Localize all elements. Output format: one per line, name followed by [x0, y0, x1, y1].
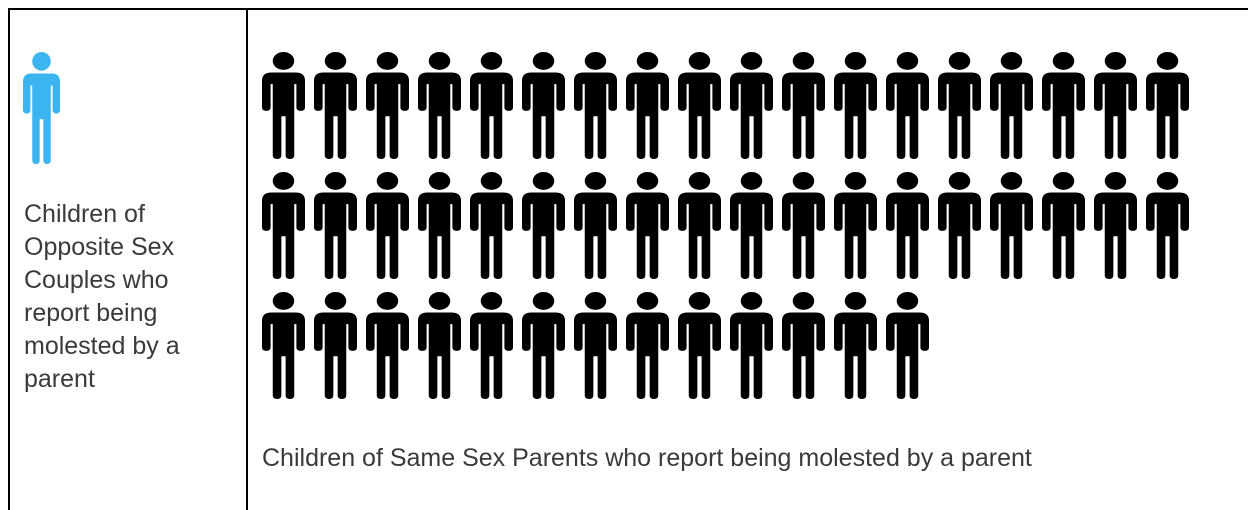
same-sex-person-icon — [470, 52, 513, 159]
table-border-top — [8, 8, 1248, 10]
same-sex-person-icon — [730, 292, 773, 399]
same-sex-person-icon — [626, 292, 669, 399]
same-sex-person-icon — [938, 172, 981, 279]
same-sex-person-icon — [782, 172, 825, 279]
same-sex-person-icon — [990, 52, 1033, 159]
same-sex-person-icon — [678, 172, 721, 279]
same-sex-person-icon — [834, 52, 877, 159]
same-sex-person-icon — [1146, 172, 1189, 279]
same-sex-person-icon — [314, 292, 357, 399]
same-sex-person-icon — [366, 172, 409, 279]
same-sex-person-icon — [262, 172, 305, 279]
same-sex-person-icon — [366, 52, 409, 159]
same-sex-person-icon — [1146, 52, 1189, 159]
opposite-sex-cell: Children of Opposite Sex Couples who rep… — [10, 10, 246, 510]
opposite-sex-label: Children of Opposite Sex Couples who rep… — [24, 200, 180, 393]
same-sex-person-icon — [886, 52, 929, 159]
same-sex-person-icon — [522, 292, 565, 399]
same-sex-person-icon — [574, 52, 617, 159]
same-sex-person-icon — [938, 52, 981, 159]
same-sex-person-icon — [418, 292, 461, 399]
same-sex-person-icon — [314, 172, 357, 279]
same-sex-person-icon — [470, 292, 513, 399]
same-sex-person-icon — [678, 52, 721, 159]
same-sex-person-icon — [574, 172, 617, 279]
table-border-left — [8, 8, 10, 510]
same-sex-label: Children of Same Sex Parents who report … — [262, 444, 1032, 472]
same-sex-person-icon — [1042, 52, 1085, 159]
same-sex-person-icon — [1094, 52, 1137, 159]
same-sex-person-icon — [574, 292, 617, 399]
same-sex-person-icon — [834, 172, 877, 279]
same-sex-person-icon — [834, 292, 877, 399]
same-sex-person-icon — [782, 292, 825, 399]
same-sex-person-icon — [1042, 172, 1085, 279]
same-sex-person-icon — [730, 52, 773, 159]
same-sex-person-icon — [1094, 172, 1137, 279]
same-sex-person-icon — [366, 292, 409, 399]
same-sex-person-icon — [990, 172, 1033, 279]
same-sex-person-icon — [678, 292, 721, 399]
same-sex-person-icon — [886, 292, 929, 399]
same-sex-person-icon — [522, 172, 565, 279]
same-sex-person-icon — [262, 52, 305, 159]
same-sex-person-icon — [626, 52, 669, 159]
same-sex-person-icon — [782, 52, 825, 159]
same-sex-person-icon — [314, 52, 357, 159]
same-sex-person-icon — [626, 172, 669, 279]
opposite-sex-pictogram — [23, 52, 60, 164]
same-sex-pictogram-grid — [262, 52, 1189, 399]
same-sex-person-icon — [730, 172, 773, 279]
table-border-divider — [246, 8, 248, 510]
same-sex-person-icon — [418, 52, 461, 159]
same-sex-cell: Children of Same Sex Parents who report … — [248, 10, 1248, 510]
same-sex-person-icon — [418, 172, 461, 279]
same-sex-person-icon — [262, 292, 305, 399]
same-sex-person-icon — [470, 172, 513, 279]
same-sex-person-icon — [886, 172, 929, 279]
opposite-sex-person-icon — [23, 52, 60, 164]
same-sex-person-icon — [522, 52, 565, 159]
